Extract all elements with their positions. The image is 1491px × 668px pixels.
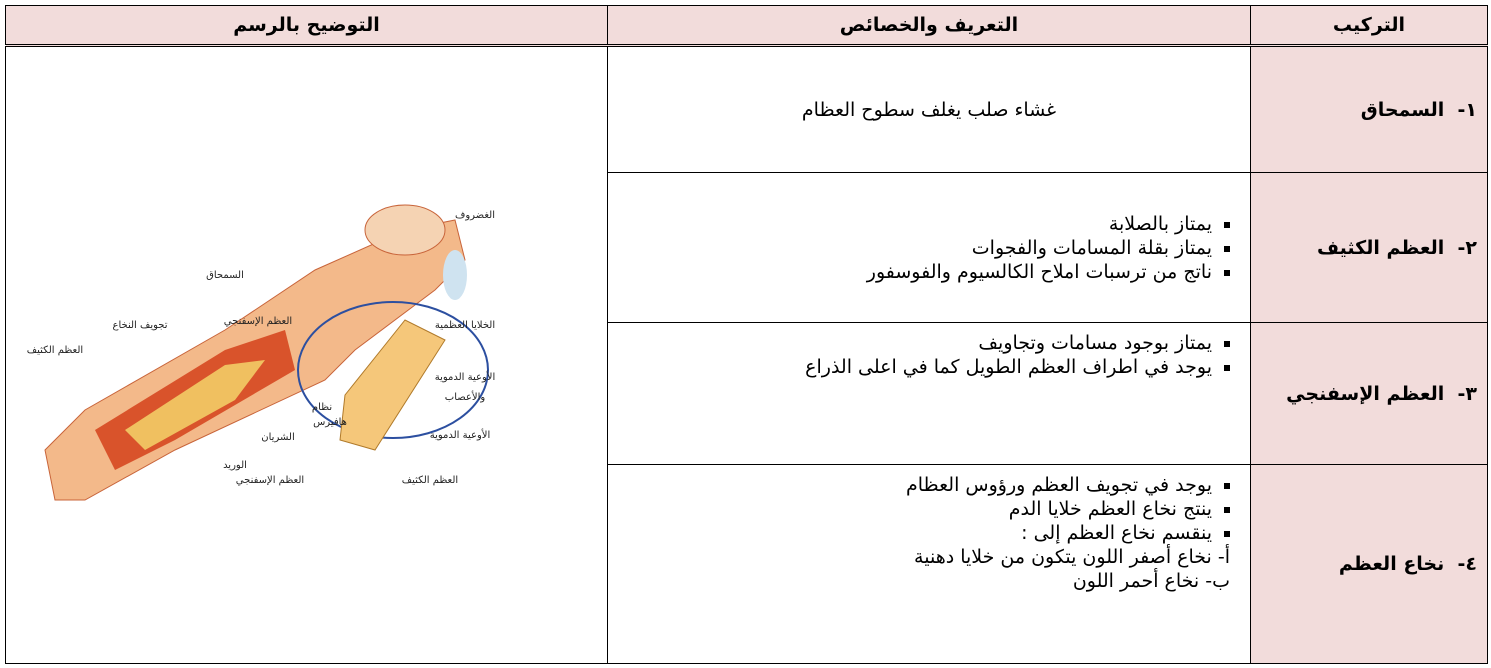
name: السمحاق — [1360, 98, 1445, 121]
number: ٣- — [1457, 382, 1478, 405]
diagram-label: الخلايا العظمية — [435, 320, 495, 331]
name: العظم الكثيف — [1317, 236, 1445, 259]
header-row: التركيب التعريف والخصائص التوضيح بالرسم — [5, 5, 1488, 47]
bone-head — [364, 204, 446, 256]
name: نخاع العظم — [1338, 553, 1445, 575]
sub-item: أ- نخاع أصفر اللون يتكون من خلايا دهنية — [914, 546, 1230, 568]
number: ٢- — [1457, 236, 1478, 259]
diagram-label: العظم الكثيف — [27, 345, 83, 356]
zoom-circle — [297, 301, 489, 439]
illustration-cell: الغضروف السمحاق الخلايا العظمية العظم ال… — [5, 45, 608, 664]
bullet: يمتاز بالصلابة — [618, 212, 1212, 236]
cartilage — [443, 250, 467, 300]
description: غشاء صلب يغلف سطوح العظام — [607, 45, 1251, 173]
header: التوضيح بالرسم — [5, 5, 608, 47]
bone-diagram: الغضروف السمحاق الخلايا العظمية العظم ال… — [27, 204, 496, 501]
structure-name: ٣- العظم الإسفنجي — [1250, 322, 1488, 465]
header: التعريف والخصائص — [607, 5, 1251, 47]
diagram-label: العظم الكثيف — [402, 475, 458, 486]
diagram-label: هافيرس — [313, 417, 347, 428]
spongy — [125, 360, 265, 450]
diagram-label: الأوعية الدموية — [435, 370, 496, 383]
row: ٤- نخاع العظم يوجد في تجويف العظم ورؤوس … — [6, 464, 1488, 664]
description: يمتاز بوجود مسامات وتجاويف يوجد في اطراف… — [607, 322, 1251, 465]
bullet: ينقسم نخاع العظم إلى : — [618, 521, 1212, 545]
bullet: ينتج نخاع العظم خلايا الدم — [618, 497, 1212, 521]
sub-item: ب- نخاع أحمر اللون — [1072, 570, 1230, 592]
diagram-label: الأوعية الدموية — [430, 428, 491, 441]
row: ١- السمحاق غشاء صلب يغلف سطوح العظام الغ… — [5, 45, 1488, 664]
name: العظم الإسفنجي — [1286, 382, 1445, 405]
diagram-label: العظم الإسفنجي — [236, 475, 304, 486]
bullet-list: يمتاز بالصلابة يمتاز بقلة المسامات والفج… — [618, 212, 1240, 284]
number: ٤- — [1457, 553, 1478, 575]
bullet-list: يوجد في تجويف العظم ورؤوس العظام ينتج نخ… — [618, 473, 1240, 545]
bullet: يمتاز بقلة المسامات والفجوات — [618, 236, 1212, 260]
wedge — [339, 319, 446, 451]
description: يمتاز بالصلابة يمتاز بقلة المسامات والفج… — [607, 172, 1251, 323]
bullet: ناتج من ترسبات املاح الكالسيوم والفوسفور — [618, 260, 1212, 284]
bullet: يوجد في تجويف العظم ورؤوس العظام — [618, 473, 1212, 497]
bullet: يوجد في اطراف العظم الطويل كما في اعلى ا… — [618, 355, 1212, 379]
diagram-label: والأعصاب — [445, 390, 486, 403]
structure-name: ١- السمحاق — [1250, 45, 1488, 173]
diagram-label: تجويف النخاع — [112, 320, 167, 331]
structure-name: ٤- نخاع العظم — [1250, 464, 1488, 664]
bullet: يمتاز بوجود مسامات وتجاويف — [618, 331, 1212, 355]
structure-table: التركيب التعريف والخصائص التوضيح بالرسم … — [5, 5, 1488, 664]
diagram-label: السمحاق — [206, 270, 244, 281]
row: ٢- العظم الكثيف يمتاز بالصلابة يمتاز بقل… — [6, 172, 1488, 323]
diagram-label: العظم الإسفنجي — [224, 316, 292, 327]
diagram-label: الغضروف — [455, 210, 495, 221]
number: ١- — [1457, 98, 1478, 121]
description: يوجد في تجويف العظم ورؤوس العظام ينتج نخ… — [607, 464, 1251, 664]
row: ٣- العظم الإسفنجي يمتاز بوجود مسامات وتج… — [6, 322, 1488, 465]
structure-name: ٢- العظم الكثيف — [1250, 172, 1488, 323]
diagram-label: الوريد — [223, 460, 247, 471]
diagram-label: نظام — [312, 402, 332, 413]
bullet-list: يمتاز بوجود مسامات وتجاويف يوجد في اطراف… — [618, 331, 1240, 379]
diagram-label: الشريان — [261, 432, 294, 443]
header: التركيب — [1250, 5, 1488, 47]
